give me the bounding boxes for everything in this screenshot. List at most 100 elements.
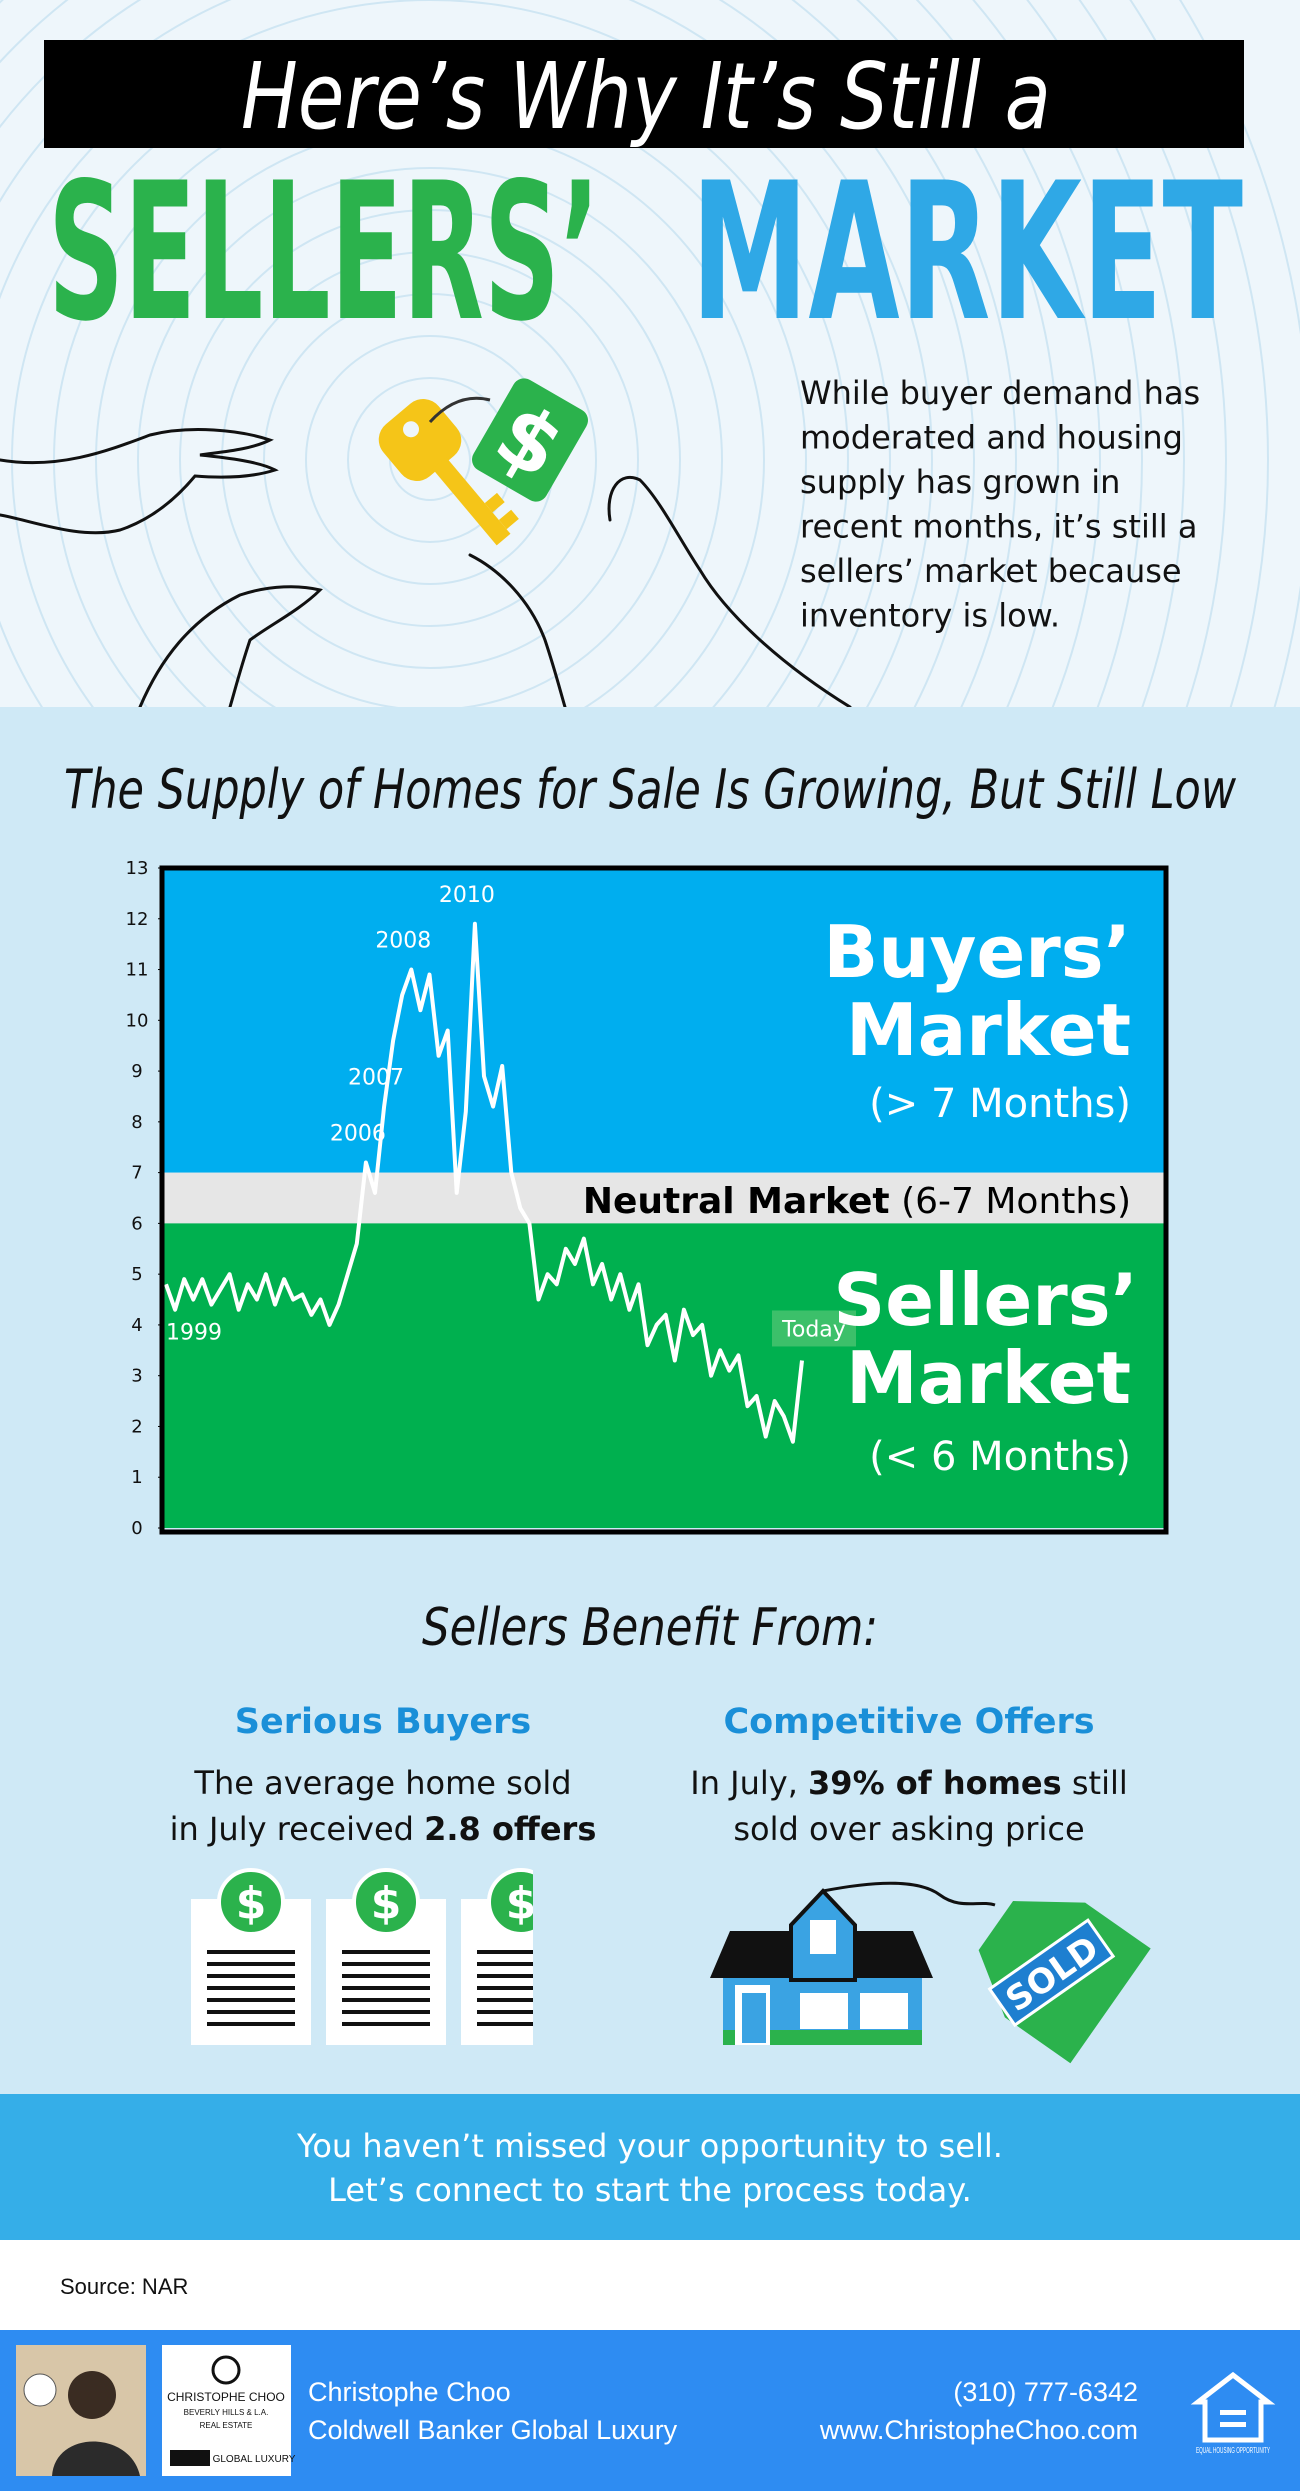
- cta-line: You haven’t missed your opportunity to s…: [296, 2127, 1003, 2165]
- dollar-symbol: $: [236, 1878, 267, 1929]
- point-label: 2006: [330, 1121, 386, 1146]
- band-title: Market: [846, 1336, 1131, 1420]
- logo-mark: [211, 2355, 241, 2385]
- chart-title: The Supply of Homes for Sale Is Growing,…: [64, 758, 1237, 821]
- document-line: [342, 1986, 430, 1990]
- title-green: SELLERS’: [48, 142, 600, 363]
- document-line: [477, 1950, 533, 1954]
- band-note: (> 7 Months): [869, 1081, 1131, 1127]
- benefit-segment: 39% of homes: [808, 1764, 1062, 1802]
- today-box: [772, 1310, 856, 1347]
- document-line: [477, 1974, 533, 1978]
- ring: [971, 0, 1143, 707]
- document-line: [207, 2010, 295, 2014]
- document-line: [342, 1998, 430, 2002]
- dollar-symbol: $: [371, 1878, 402, 1929]
- intro-line: While buyer demand has: [800, 374, 1200, 412]
- y-tick-label: 8: [131, 1112, 142, 1133]
- agent-name: Christophe Choo: [308, 2377, 511, 2407]
- document-line: [207, 1974, 295, 1978]
- band-note: (< 6 Months): [869, 1434, 1131, 1480]
- benefit-segment: still: [1062, 1764, 1128, 1802]
- ring: [1078, 0, 1227, 707]
- source: Source: NAR: [60, 2274, 188, 2299]
- chart: 01234567891011121319992006200720082010To…: [126, 858, 1166, 1539]
- y-tick-label: 6: [131, 1213, 142, 1234]
- benefits-title: Sellers Benefit From:: [422, 1598, 878, 1658]
- agent-photo: [16, 2345, 146, 2476]
- dollar-circle: [487, 1868, 533, 1936]
- cta-line: Let’s connect to start the process today…: [328, 2171, 972, 2209]
- intro-line: sellers’ market because: [800, 552, 1182, 590]
- y-tick-label: 12: [126, 909, 149, 930]
- benefit-segment: The average home sold: [193, 1764, 571, 1802]
- y-tick-label: 0: [131, 1518, 142, 1539]
- point-label: Today: [781, 1317, 846, 1342]
- ring: [0, 0, 1059, 707]
- benefit-heading: Competitive Offers: [723, 1702, 1094, 1742]
- y-tick-label: 11: [126, 960, 149, 981]
- point-label: 2010: [439, 883, 495, 908]
- logo-text: REAL ESTATE: [200, 2421, 253, 2430]
- dollar-circle: [352, 1868, 420, 1936]
- hands: [0, 428, 852, 709]
- benefit-segment: in July received: [170, 1810, 424, 1848]
- y-tick-label: 9: [131, 1061, 142, 1082]
- band: [162, 1172, 1166, 1224]
- benefit-line: In July, 39% of homes still: [690, 1764, 1127, 1802]
- y-tick-label: 4: [131, 1315, 142, 1336]
- document-line: [342, 1950, 430, 1954]
- band-title: Market: [846, 988, 1131, 1072]
- band: [162, 868, 1166, 1173]
- dollar-symbol: $: [506, 1878, 537, 1929]
- intro-line: supply has grown in: [800, 463, 1120, 501]
- band-note: (6-7 Months): [901, 1181, 1131, 1222]
- intro: While buyer demand has moderated and hous…: [800, 374, 1200, 635]
- document-line: [477, 1998, 533, 2002]
- y-tick-label: 2: [131, 1416, 142, 1437]
- logo-badge: [170, 2450, 210, 2466]
- point-label: 2008: [375, 929, 431, 954]
- point-label: 1999: [166, 1320, 222, 1345]
- logo-text: BEVERLY HILLS & L.A.: [184, 2408, 269, 2417]
- document-line: [477, 1962, 533, 1966]
- y-tick-label: 13: [126, 858, 149, 879]
- band: [162, 1223, 1166, 1528]
- point-label: 2007: [348, 1066, 404, 1091]
- ring: [0, 0, 933, 707]
- y-tick-label: 3: [131, 1366, 142, 1387]
- cta-bg: [0, 2094, 1300, 2240]
- band-title: Buyers’: [823, 910, 1131, 994]
- ring: [1026, 0, 1185, 707]
- benefit-heading: Serious Buyers: [235, 1702, 531, 1742]
- document-line: [207, 2022, 295, 2026]
- ring: [263, 293, 597, 627]
- ring: [221, 251, 639, 669]
- benefit-line: sold over asking price: [733, 1810, 1084, 1848]
- ring: [179, 209, 681, 707]
- document-line: [207, 1998, 295, 2002]
- intro-line: inventory is low.: [800, 597, 1060, 635]
- ring: [0, 0, 975, 707]
- document: $: [326, 1868, 446, 2045]
- band-label: Neutral Market (6-7 Months): [583, 1181, 1131, 1222]
- y-tick-label: 10: [126, 1010, 149, 1031]
- band-title: Sellers’: [833, 1258, 1138, 1342]
- title-blue: MARKET: [691, 142, 1243, 363]
- title-line: Here’s Why It’s Still a: [241, 43, 1051, 150]
- series-line: [164, 921, 804, 1444]
- document: $: [191, 1868, 311, 2045]
- ring: [137, 167, 723, 707]
- dollar-circle: [217, 1868, 285, 1936]
- equal-housing-icon: EQUAL HOUSING OPPORTUNITY: [1190, 2371, 1276, 2455]
- benefit-segment: In July,: [690, 1764, 808, 1802]
- document-line: [207, 1986, 295, 1990]
- document-line: [477, 1986, 533, 1990]
- key-icon: [378, 396, 519, 546]
- benefits: Serious Buyers The average home sold in Ju…: [170, 1702, 1128, 1848]
- document-line: [207, 1950, 295, 1954]
- document-line: [342, 1974, 430, 1978]
- document-line: [477, 2022, 533, 2026]
- logo-text: GLOBAL LUXURY: [213, 2454, 296, 2465]
